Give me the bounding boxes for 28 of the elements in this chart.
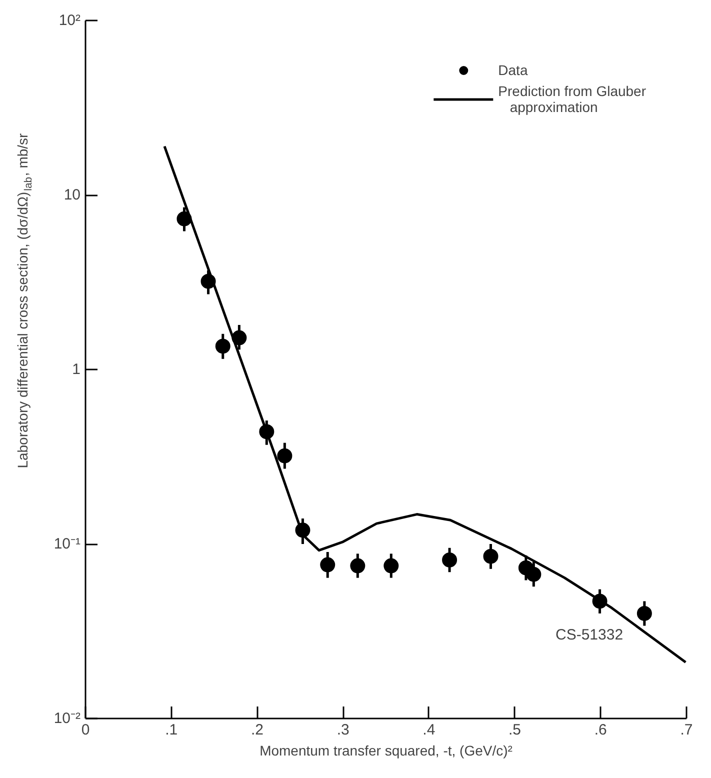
point	[320, 557, 336, 572]
point	[277, 448, 292, 464]
y-tick-label: 10⁻²	[54, 710, 81, 727]
annotation: CS-51332	[556, 626, 624, 644]
x-tick-label: .6	[594, 722, 607, 738]
x-tick-label: .7	[680, 722, 693, 738]
point	[215, 338, 230, 354]
x-tick-label: .4	[422, 722, 436, 738]
point	[636, 606, 652, 621]
x-tick-label: 0	[81, 722, 90, 738]
legend-label: Data	[498, 62, 528, 78]
point	[350, 558, 366, 574]
point	[483, 548, 498, 564]
point	[384, 558, 399, 574]
x-tick-label: .5	[508, 722, 522, 738]
x-axis-title: Momentum transfer squared, -t, (GeV/c)²	[260, 742, 513, 758]
line-series	[163, 145, 686, 664]
x-tick-label: .2	[250, 722, 264, 738]
y-tick-label: 1	[72, 361, 80, 378]
legend-label: Prediction from Glauber approximation	[498, 83, 646, 115]
y-axis-title: Laboratory differential cross section, (dσ/dΩ)lab, mb/sr	[14, 132, 34, 468]
y-tick-label: 10²	[58, 12, 81, 29]
y-tick-label: 10⁻¹	[54, 536, 81, 552]
y-tick-label: 10	[64, 186, 81, 204]
x-tick-label: .3	[336, 722, 350, 738]
point	[526, 566, 542, 582]
point	[442, 552, 458, 568]
x-tick-label: .1	[165, 722, 178, 738]
